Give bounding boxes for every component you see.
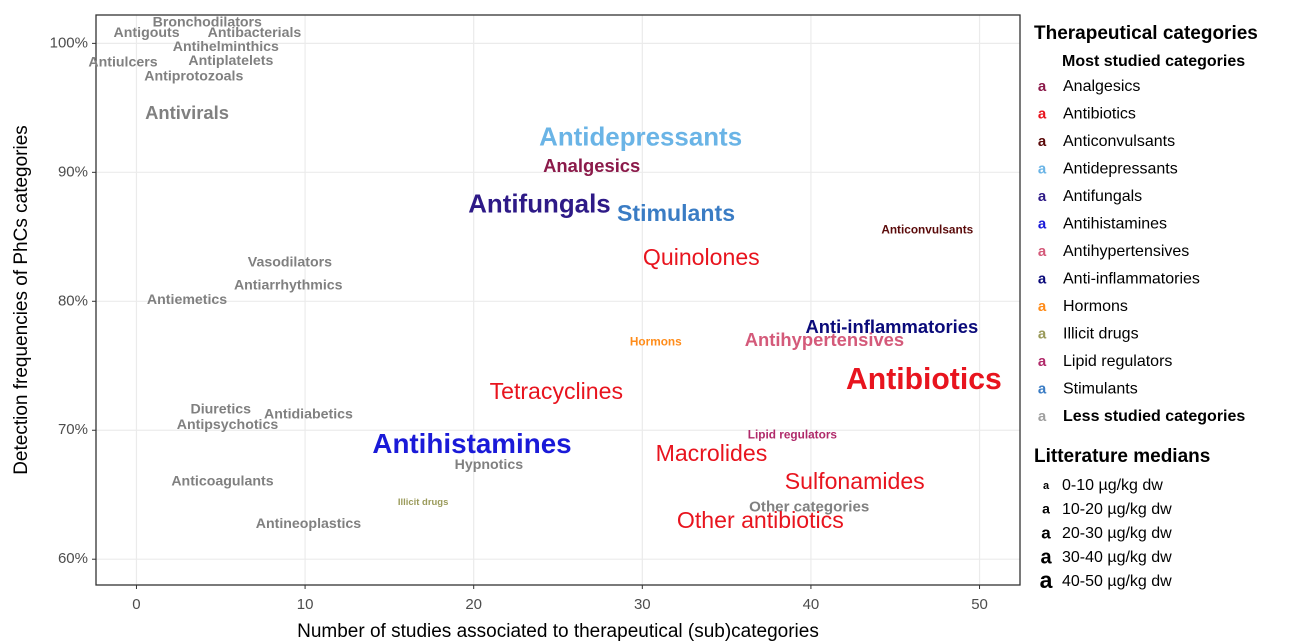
point-label: Illicit drugs <box>398 497 449 508</box>
plot-frame <box>95 14 1021 586</box>
legend-key: a <box>1038 105 1047 122</box>
legend-key: a <box>1038 243 1047 260</box>
x-tick-label: 40 <box>803 596 820 613</box>
point-label: Vasodilators <box>248 254 332 270</box>
legend-label: Anti-inflammatories <box>1063 271 1200 288</box>
y-tick-label: 80% <box>58 292 88 309</box>
x-tick-label: 0 <box>132 596 140 613</box>
point-label: Tetracyclines <box>490 378 623 404</box>
size-legend-label: 40-50 µg/kg dw <box>1062 573 1172 590</box>
legend-key: a <box>1038 133 1047 150</box>
point-label: Antiulcers <box>88 54 157 70</box>
legend-key: a <box>1038 78 1047 95</box>
size-legend-key: a <box>1043 480 1050 492</box>
point-label: Stimulants <box>617 200 735 226</box>
point-label: Macrolides <box>656 440 768 466</box>
x-tick-label: 20 <box>465 596 482 613</box>
legend-key: a <box>1038 380 1047 397</box>
size-legend-label: 0-10 µg/kg dw <box>1062 477 1163 494</box>
point-label: Antibacterials <box>208 25 302 41</box>
legend-label: Illicit drugs <box>1063 326 1139 343</box>
point-label: Bronchodilators <box>153 14 262 30</box>
size-legend-key: a <box>1040 567 1053 593</box>
point-label: Other categories <box>749 499 869 516</box>
plot-background <box>96 15 1020 585</box>
size-legend-label: 10-20 µg/kg dw <box>1062 501 1172 518</box>
point-label: Antihypertensives <box>745 329 904 350</box>
size-legend-key: a <box>1042 501 1050 517</box>
legend-key: a <box>1038 160 1047 177</box>
point-label: Anticonvulsants <box>881 222 973 236</box>
point-label: Antihistamines <box>372 428 571 459</box>
x-tick-label: 50 <box>971 596 988 613</box>
legend-label: Hormons <box>1063 298 1128 315</box>
point-label: Diuretics <box>190 401 251 417</box>
point-label: Quinolones <box>643 244 760 270</box>
y-tick-label: 90% <box>58 163 88 180</box>
point-label: Antiprotozoals <box>144 69 243 85</box>
legend-key: a <box>1038 188 1047 205</box>
y-tick-label: 60% <box>58 550 88 567</box>
point-label: Antiplatelets <box>188 53 273 69</box>
legend-label: Lipid regulators <box>1063 353 1172 370</box>
size-legend-key: a <box>1041 523 1051 542</box>
point-label: Antibiotics <box>846 363 1002 396</box>
point-label: Antidepressants <box>539 124 742 152</box>
legend-label: Antifungals <box>1063 188 1142 205</box>
point-label: Antineoplastics <box>256 516 362 532</box>
x-tick-label: 10 <box>297 596 314 613</box>
point-label: Hypnotics <box>455 457 524 473</box>
point-label: Analgesics <box>543 155 640 176</box>
y-tick-label: 100% <box>50 34 88 51</box>
legend-label: Antihistamines <box>1063 216 1167 233</box>
legend-title: Therapeutical categories <box>1034 23 1258 44</box>
y-axis-title: Detection frequencies of PhCs categories <box>11 125 32 475</box>
size-legend-title: Litterature medians <box>1034 446 1210 467</box>
legend-key: a <box>1038 298 1047 315</box>
point-label: Lipid regulators <box>748 428 838 442</box>
y-tick-label: 70% <box>58 421 88 438</box>
point-label: Antihelminthics <box>173 39 279 55</box>
point-label: Sulfonamides <box>785 468 925 494</box>
legend-label: Antibiotics <box>1063 106 1136 123</box>
point-label: Antiemetics <box>147 292 227 308</box>
x-axis-title: Number of studies associated to therapeu… <box>297 621 819 642</box>
size-legend-label: 30-40 µg/kg dw <box>1062 549 1172 566</box>
legend-label: Stimulants <box>1063 381 1138 398</box>
legend-label: Antihypertensives <box>1063 243 1189 260</box>
legend-label: Anticonvulsants <box>1063 133 1175 150</box>
legend-label: Antidepressants <box>1063 161 1178 178</box>
x-tick-label: 30 <box>634 596 651 613</box>
legend-key: a <box>1038 353 1047 370</box>
legend-subtitle: Most studied categories <box>1062 53 1245 70</box>
point-label: Antifungals <box>468 191 610 219</box>
point-label: Antiarrhythmics <box>234 278 343 294</box>
point-label: Antivirals <box>145 102 229 123</box>
legend-key: a <box>1038 215 1047 232</box>
legend-label: Analgesics <box>1063 78 1140 95</box>
point-label: Antigouts <box>114 25 180 41</box>
point-label: Other antibiotics <box>677 507 844 533</box>
size-legend-key: a <box>1040 546 1052 568</box>
legend-label: Less studied categories <box>1063 408 1245 425</box>
point-label: Hormons <box>630 335 682 349</box>
legend-key: a <box>1038 325 1047 342</box>
legend-key: a <box>1038 270 1047 287</box>
point-label: Antidiabetics <box>264 407 353 423</box>
point-label: Anti-inflammatories <box>806 316 979 337</box>
point-label: Antipsychotics <box>177 417 279 433</box>
size-legend-label: 20-30 µg/kg dw <box>1062 525 1172 542</box>
point-label: Anticoagulants <box>171 474 273 490</box>
legend-key: a <box>1038 408 1047 425</box>
